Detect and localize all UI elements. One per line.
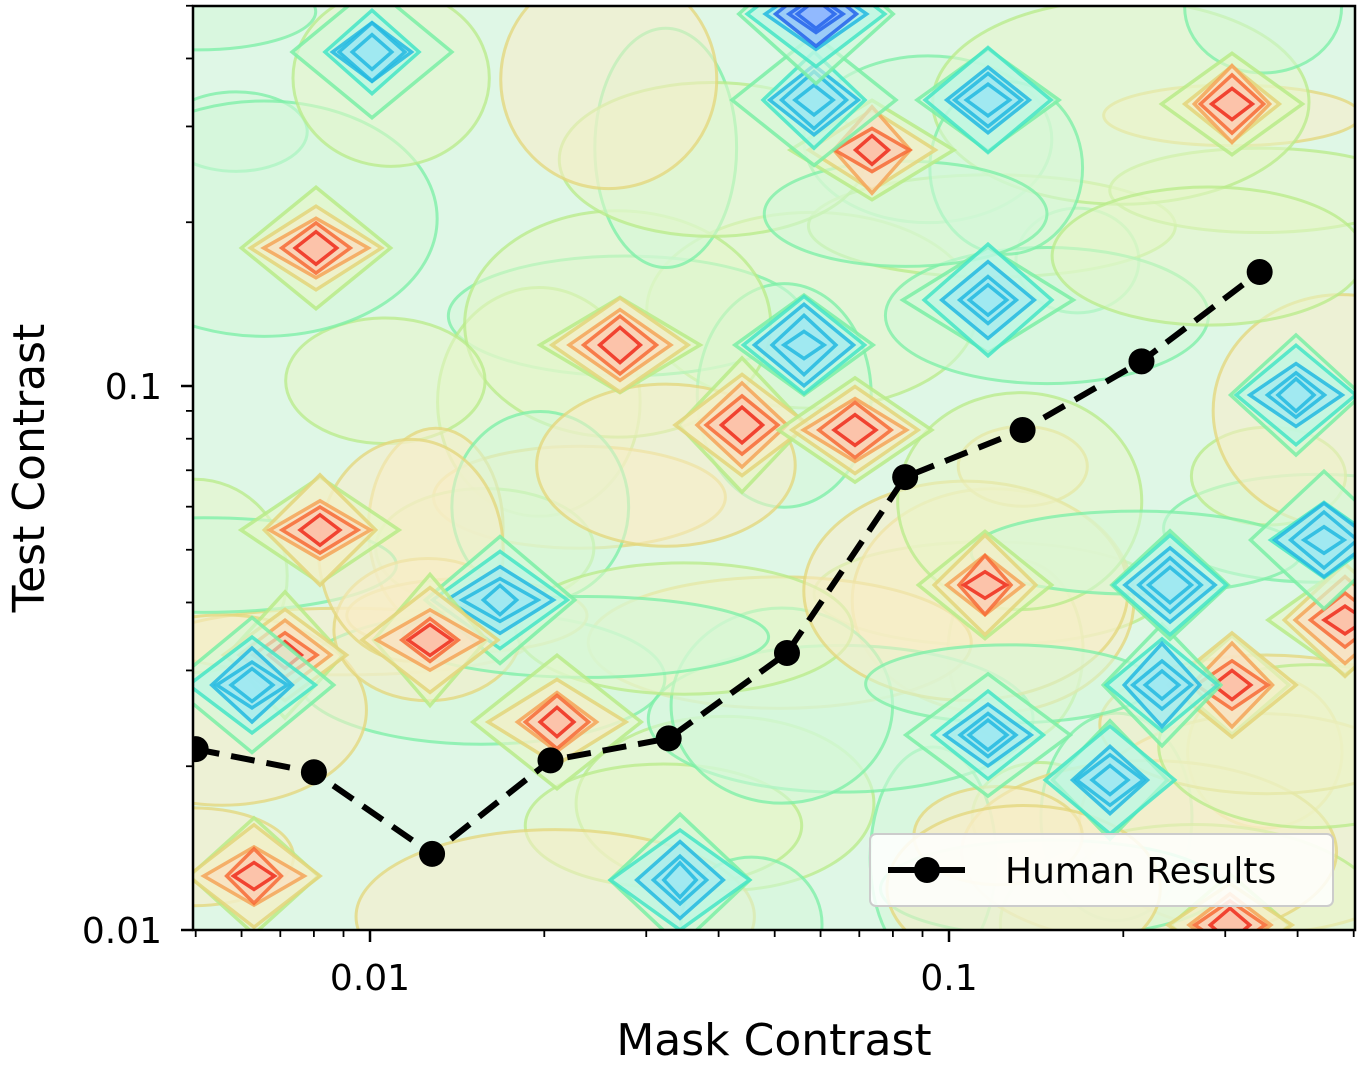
contour-peak bbox=[831, 412, 879, 448]
y-axis-label: Test Contrast bbox=[4, 324, 55, 614]
contour-peak bbox=[1300, 524, 1348, 556]
contour-peak bbox=[1210, 668, 1254, 702]
legend-label: Human Results bbox=[1005, 851, 1276, 892]
data-point-7 bbox=[1009, 417, 1036, 444]
contour-peak bbox=[966, 717, 1010, 753]
contour-peak bbox=[297, 512, 343, 548]
data-point-5 bbox=[773, 639, 800, 666]
contour-peak bbox=[230, 860, 278, 892]
legend-box bbox=[869, 833, 1334, 907]
legend: Human Results bbox=[869, 833, 1334, 907]
data-point-2 bbox=[419, 840, 446, 867]
contour-peak bbox=[1275, 376, 1317, 414]
contour-peak bbox=[661, 860, 699, 900]
contour-peak bbox=[1142, 668, 1182, 702]
contour-peak bbox=[480, 583, 520, 617]
contour-peak bbox=[1145, 565, 1195, 605]
data-point-1 bbox=[300, 759, 327, 786]
contour-peak bbox=[228, 666, 276, 704]
series-layer bbox=[193, 259, 1273, 867]
tick-layer bbox=[181, 4, 1355, 942]
contour-band bbox=[1050, 185, 1355, 327]
data-point-0 bbox=[193, 736, 209, 763]
series-line-0 bbox=[195, 269, 1262, 857]
data-point-6 bbox=[892, 464, 919, 491]
contour-peak bbox=[960, 569, 1010, 601]
contour-peak bbox=[780, 329, 828, 361]
contour-peak bbox=[852, 133, 892, 167]
contour-peak bbox=[405, 622, 455, 658]
contour-band bbox=[193, 6, 318, 52]
contour-band bbox=[284, 316, 487, 446]
contour-peak bbox=[794, 6, 838, 31]
data-point-9 bbox=[1246, 259, 1273, 286]
contour-peak bbox=[1089, 763, 1131, 797]
x-tick-label-0.1: 0.1 bbox=[920, 958, 977, 999]
contour-peak bbox=[596, 325, 644, 365]
contour-peak bbox=[1208, 86, 1256, 122]
x-axis-label: Mask Contrast bbox=[616, 1015, 931, 1066]
contour-peak bbox=[1207, 905, 1253, 930]
contour-band bbox=[499, 6, 719, 191]
contour-peak bbox=[537, 705, 577, 739]
data-point-3 bbox=[537, 747, 564, 774]
data-point-4 bbox=[655, 725, 682, 752]
contour-peak bbox=[966, 282, 1010, 318]
contour-peak bbox=[1321, 604, 1355, 636]
x-tick-label-0.01: 0.01 bbox=[330, 958, 410, 999]
contour-peak bbox=[718, 404, 766, 446]
contour-peak bbox=[792, 82, 836, 118]
y-tick-label-0.01: 0.01 bbox=[82, 911, 162, 952]
legend-marker-sample bbox=[914, 857, 940, 883]
contour-peak bbox=[963, 81, 1013, 119]
data-point-8 bbox=[1128, 348, 1155, 375]
contour-peak bbox=[349, 32, 395, 72]
contour-peak bbox=[292, 229, 340, 267]
y-tick-label-0.1: 0.1 bbox=[105, 367, 162, 408]
